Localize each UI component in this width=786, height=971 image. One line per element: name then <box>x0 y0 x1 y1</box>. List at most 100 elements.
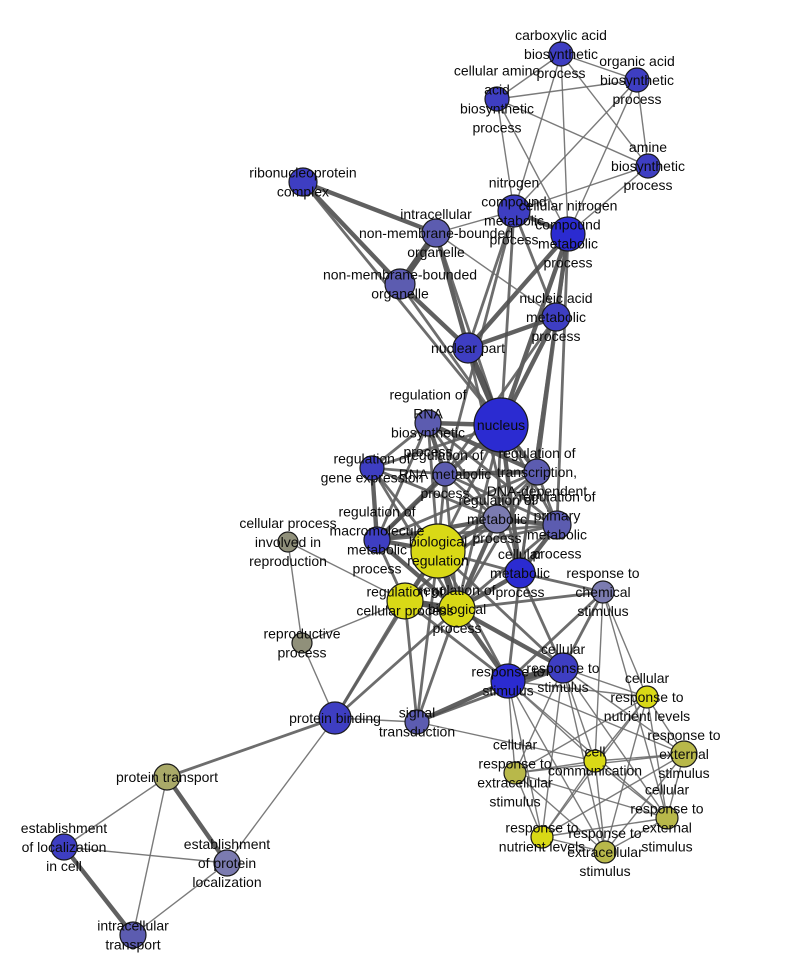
edge-response-to-chemical-stimulus--response-to-stimulus <box>507 590 604 683</box>
node-label-protein-transport: protein transport <box>116 769 218 785</box>
node-response-to-stimulus[interactable] <box>490 663 526 699</box>
edge-nitrogen-compound-metabolic-process--nucleic-acid-metabolic-process <box>512 210 558 318</box>
node-label-establishment-of-localization-in-cell: establishment of localization in cell <box>21 820 107 874</box>
node-biological-regulation[interactable] <box>410 523 466 579</box>
node-label-cellular-nitrogen-compound-metabolic-process: cellular nitrogen compound metabolic proces… <box>519 198 618 271</box>
node-regulation-of-rna-metabolic-process[interactable] <box>432 461 458 487</box>
node-label-regulation-of-macromolecule-metabolic-process: regulation of macromolecule metabolic proce… <box>330 504 425 577</box>
edge-cellular-amino-acid-biosynthetic-process--nitrogen-compound-metabolic-process <box>496 98 515 212</box>
node-intracellular-non-membrane-bounded-organelle[interactable] <box>421 218 451 248</box>
edge-regulation-of-rna-metabolic-process--regulation-of-macromolecule-metabolic-process <box>375 472 447 542</box>
edge-nucleic-acid-metabolic-process--regulation-of-rna-metabolic-process <box>443 316 558 475</box>
node-label-regulation-of-cellular-process: regulation of cellular process <box>356 584 453 619</box>
node-cellular-metabolic-process[interactable] <box>504 557 536 589</box>
node-label-cell-communication: cell communication <box>548 744 642 779</box>
edge-regulation-of-biological-process--cellular-response-to-stimulus <box>455 607 565 670</box>
node-response-to-extracellular-stimulus[interactable] <box>593 840 617 864</box>
node-label-reproductive-process: reproductive process <box>263 626 340 661</box>
node-label-amine-biosynthetic-process: amine biosynthetic process <box>611 139 685 193</box>
node-regulation-of-transcription-dna-dependent[interactable] <box>523 458 551 486</box>
node-label-regulation-of-rna-biosynthetic-process: regulation of RNA biosynthetic process <box>389 387 466 460</box>
node-regulation-of-rna-biosynthetic-process[interactable] <box>414 409 442 437</box>
node-cellular-response-to-extracellular-stimulus[interactable] <box>503 761 527 785</box>
node-regulation-of-gene-expression[interactable] <box>359 455 385 481</box>
node-nitrogen-compound-metabolic-process[interactable] <box>497 194 531 228</box>
edge-regulation-of-cellular-process--cellular-process-involved-in-reproduction <box>287 541 406 602</box>
edge-amine-biosynthetic-process--nitrogen-compound-metabolic-process <box>513 165 649 212</box>
node-response-to-nutrient-levels[interactable] <box>530 825 554 849</box>
node-cellular-amino-acid-biosynthetic-process[interactable] <box>484 86 510 112</box>
edge-protein-binding--establishment-of-protein-localization <box>226 717 336 864</box>
node-regulation-of-cellular-process[interactable] <box>386 582 424 620</box>
node-reproductive-process[interactable] <box>291 632 313 654</box>
edge-organic-acid-biosynthetic-process--cellular-nitrogen-compound-metabolic-process <box>567 79 638 235</box>
node-regulation-of-biological-process[interactable] <box>438 590 476 628</box>
edge-response-to-external-stimulus--response-to-extracellular-stimulus <box>604 753 685 853</box>
edge-cellular-response-to-stimulus--response-to-nutrient-levels <box>541 667 564 838</box>
node-label-cellular-response-to-external-stimulus: cellular response to external stimulus <box>630 782 703 855</box>
edge-cellular-nitrogen-compound-metabolic-process--nucleus <box>498 233 571 426</box>
node-cellular-response-to-nutrient-levels[interactable] <box>635 685 659 709</box>
nodes-layer <box>50 41 698 949</box>
node-label-ribonucleoprotein-complex: ribonucleoprotein complex <box>249 165 356 200</box>
node-label-intracellular-transport: intracellular transport <box>97 918 169 953</box>
node-ribonucleoprotein-complex[interactable] <box>288 167 318 197</box>
node-label-organic-acid-biosynthetic-process: organic acid biosynthetic process <box>599 53 675 107</box>
edge-organic-acid-biosynthetic-process--cellular-amino-acid-biosynthetic-process <box>496 79 638 100</box>
node-signal-transduction[interactable] <box>404 709 430 735</box>
node-cellular-response-to-stimulus[interactable] <box>547 652 579 684</box>
edge-regulation-of-transcription-dna-dependent--regulation-of-biological-process <box>455 471 539 610</box>
node-amine-biosynthetic-process[interactable] <box>635 153 661 179</box>
node-response-to-chemical-stimulus[interactable] <box>591 580 615 604</box>
node-regulation-of-primary-metabolic-process[interactable] <box>542 510 572 540</box>
node-nucleic-acid-metabolic-process[interactable] <box>541 302 571 332</box>
node-non-membrane-bounded-organelle[interactable] <box>384 268 416 300</box>
node-label-cellular-amino-acid-biosynthetic-process: cellular amino acid biosynthetic process <box>454 63 541 136</box>
edge-cellular-response-to-stimulus--cellular-response-to-external-stimulus <box>562 667 668 819</box>
edge-response-to-stimulus--cellular-response-to-external-stimulus <box>507 680 668 819</box>
node-regulation-of-macromolecule-metabolic-process[interactable] <box>363 526 391 554</box>
node-nucleus[interactable] <box>473 397 529 453</box>
node-protein-transport[interactable] <box>153 763 181 791</box>
node-label-carboxylic-acid-biosynthetic-process: carboxylic acid biosynthetic process <box>515 27 607 81</box>
edge-ribonucleoprotein-complex--non-membrane-bounded-organelle <box>301 180 402 286</box>
edge-non-membrane-bounded-organelle--nucleus <box>398 283 503 426</box>
node-label-regulation-of-biological-process: regulation of biological process <box>418 582 495 636</box>
node-response-to-external-stimulus[interactable] <box>670 740 698 768</box>
edge-regulation-of-rna-biosynthetic-process--regulation-of-metabolic-process <box>426 422 499 520</box>
edge-organic-acid-biosynthetic-process--amine-biosynthetic-process <box>636 79 649 167</box>
edge-protein-transport--establishment-of-protein-localization <box>165 775 229 865</box>
node-intracellular-transport[interactable] <box>119 921 147 949</box>
node-regulation-of-metabolic-process[interactable] <box>482 504 512 534</box>
edge-cellular-amino-acid-biosynthetic-process--amine-biosynthetic-process <box>496 98 649 167</box>
node-nuclear-part[interactable] <box>452 332 484 364</box>
edge-intracellular-non-membrane-bounded-organelle--nucleic-acid-metabolic-process <box>435 232 557 318</box>
node-label-establishment-of-protein-localization: establishment of protein localization <box>184 836 270 890</box>
edge-cellular-response-to-extracellular-stimulus--response-to-extracellular-stimulus <box>514 772 606 853</box>
node-label-non-membrane-bounded-organelle: non-membrane-bounded organelle <box>323 267 477 302</box>
node-label-protein-binding: protein binding <box>289 710 381 726</box>
node-label-regulation-of-rna-metabolic-process: regulation of RNA metabolic process <box>399 447 492 501</box>
node-label-nuclear-part: nuclear part <box>431 340 505 356</box>
edge-cell-communication--response-to-nutrient-levels <box>541 760 596 838</box>
edge-cell-communication--cellular-response-to-extracellular-stimulus <box>514 760 596 774</box>
node-protein-binding[interactable] <box>318 701 352 735</box>
node-label-cellular-response-to-stimulus: cellular response to stimulus <box>526 641 599 695</box>
node-establishment-of-localization-in-cell[interactable] <box>50 833 78 861</box>
edge-carboxylic-acid-biosynthetic-process--amine-biosynthetic-process <box>560 53 649 167</box>
edge-response-to-chemical-stimulus--cell-communication <box>594 591 604 762</box>
node-carboxylic-acid-biosynthetic-process[interactable] <box>548 41 574 67</box>
node-establishment-of-protein-localization[interactable] <box>213 849 241 877</box>
node-cellular-response-to-external-stimulus[interactable] <box>655 806 679 830</box>
node-cellular-process-involved-in-reproduction[interactable] <box>277 531 299 553</box>
node-label-cellular-response-to-nutrient-levels: cellular response to nutrient levels <box>604 670 690 724</box>
node-label-cellular-metabolic-process: cellular metabolic process <box>490 546 550 600</box>
edge-response-to-stimulus--response-to-nutrient-levels <box>507 680 543 838</box>
edge-cellular-amino-acid-biosynthetic-process--cellular-nitrogen-compound-metabolic-process <box>496 98 569 235</box>
edge-establishment-of-localization-in-cell--establishment-of-protein-localization <box>63 846 228 864</box>
node-cell-communication[interactable] <box>583 749 607 773</box>
edge-regulation-of-gene-expression--regulation-of-metabolic-process <box>371 466 498 521</box>
node-organic-acid-biosynthetic-process[interactable] <box>624 67 650 93</box>
node-cellular-nitrogen-compound-metabolic-process[interactable] <box>550 216 586 252</box>
